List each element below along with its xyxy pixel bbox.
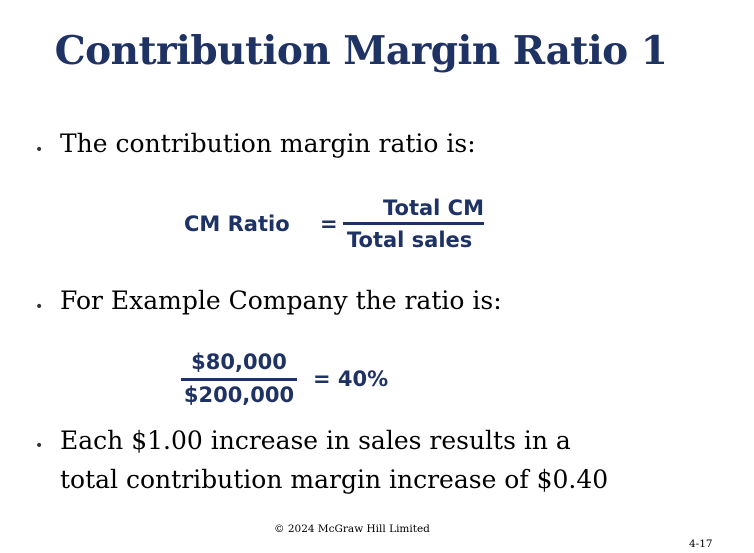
bullet-text-3: Each $1.00 increase in sales results in … [60,426,571,455]
example-denominator: $200,000 [183,383,295,407]
slide-title: Contribution Margin Ratio 1 [54,28,668,74]
bullet-text-3-cont: total contribution margin increase of $0… [60,465,609,494]
bullet-text-1: The contribution margin ratio is: [60,129,476,158]
fraction-bar [181,378,297,381]
page-number: 4-17 [689,538,713,550]
bullet-icon: • [35,438,44,454]
bullet-text-2: For Example Company the ratio is: [60,286,502,315]
copyright: © 2024 McGraw Hill Limited [274,523,430,535]
example-numerator: $80,000 [191,350,287,374]
fraction-bar [343,222,484,225]
formula-numerator: Total CM [383,196,484,220]
bullet-icon: • [35,299,44,315]
formula-lhs: CM Ratio [184,212,290,236]
formula-equals: = [320,212,338,236]
bullet-icon: • [35,142,44,158]
example-result: = 40% [313,367,389,391]
formula-denominator: Total sales [347,228,473,252]
